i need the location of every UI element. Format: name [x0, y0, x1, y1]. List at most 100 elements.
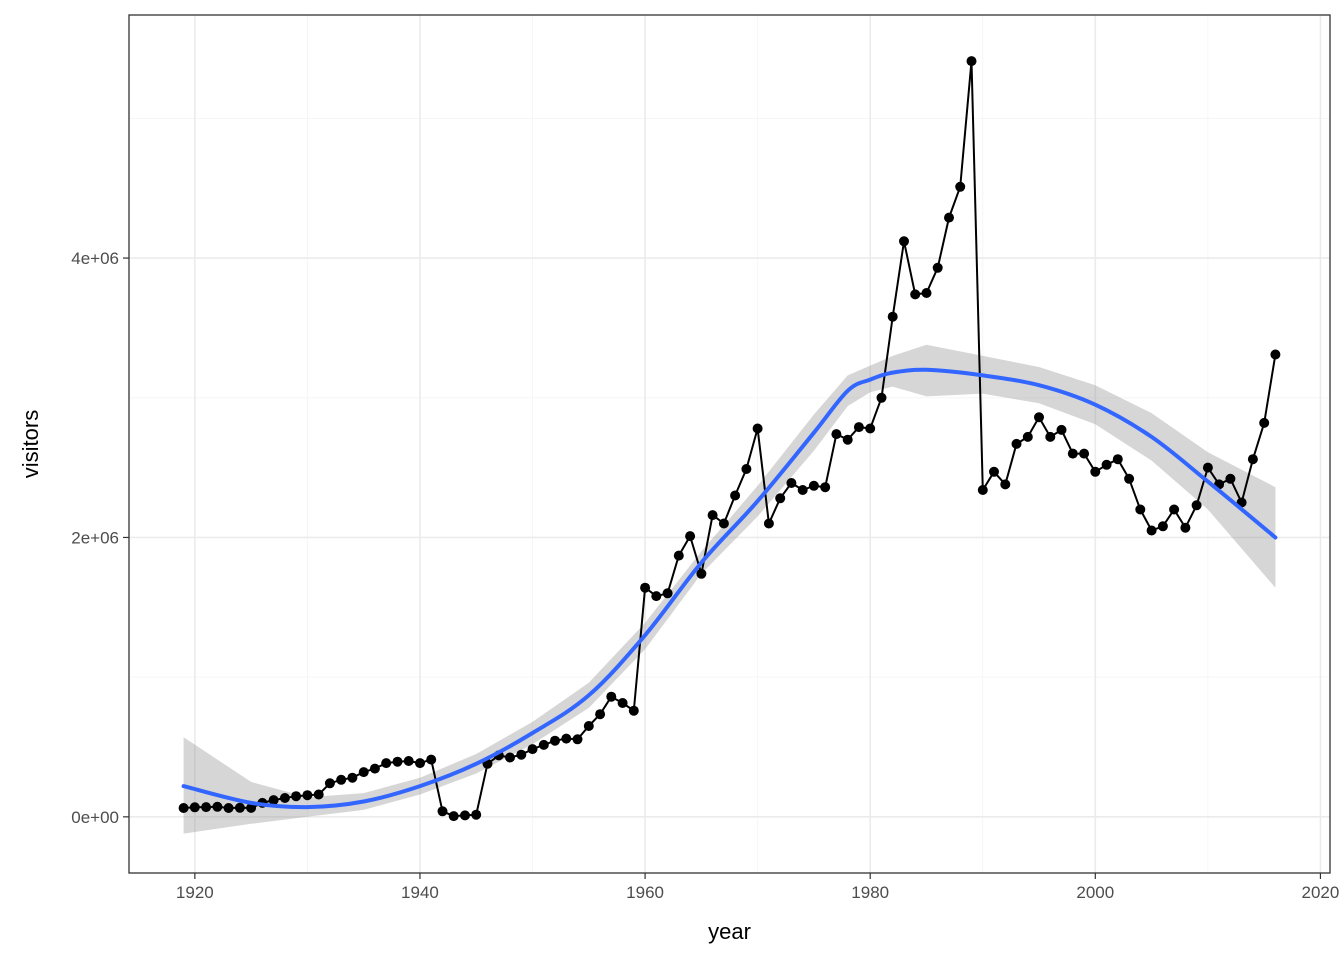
- x-tick-label: 1960: [626, 883, 664, 902]
- x-tick-label: 1940: [401, 883, 439, 902]
- data-point: [1225, 473, 1236, 484]
- data-point: [966, 56, 977, 67]
- data-point: [223, 803, 234, 813]
- data-point: [797, 485, 808, 495]
- major-gridlines: [129, 15, 1330, 873]
- data-point: [369, 763, 380, 774]
- data-point: [426, 754, 437, 765]
- data-point: [336, 774, 347, 785]
- panel-border: [128, 14, 1331, 874]
- data-point: [358, 767, 369, 778]
- data-point: [1090, 466, 1101, 477]
- data-point: [1270, 349, 1281, 360]
- data-point: [662, 588, 673, 599]
- data-point: [471, 809, 482, 820]
- data-point: [1045, 431, 1056, 442]
- data-point: [1191, 500, 1202, 511]
- data-point: [741, 464, 752, 474]
- data-point: [1022, 431, 1033, 442]
- data-point: [1202, 462, 1213, 473]
- data-point: [628, 705, 639, 716]
- data-point: [910, 289, 921, 300]
- data-point: [302, 790, 313, 801]
- data-point: [673, 550, 684, 561]
- data-point: [572, 734, 583, 745]
- data-point: [291, 791, 302, 802]
- data-point: [1146, 525, 1157, 536]
- data-point: [212, 801, 223, 812]
- smooth-trend-line: [181, 367, 1278, 810]
- data-point: [876, 392, 887, 403]
- x-tick-label: 1920: [176, 883, 214, 902]
- data-point: [381, 758, 392, 769]
- data-point: [1259, 417, 1270, 428]
- data-point: [1079, 448, 1090, 459]
- data-point-layer: [178, 56, 1281, 822]
- data-point: [505, 752, 515, 763]
- data-point: [1034, 412, 1044, 423]
- data-point: [1157, 521, 1168, 532]
- data-point: [606, 691, 617, 702]
- data-point: [189, 802, 200, 813]
- data-point: [448, 811, 459, 822]
- data-point: [550, 735, 560, 746]
- data-point: [763, 518, 774, 529]
- data-point: [786, 478, 797, 488]
- data-point: [685, 531, 696, 542]
- minor-gridlines: [129, 15, 1330, 873]
- data-point: [437, 806, 448, 817]
- data-point: [516, 749, 527, 760]
- data-point: [403, 756, 414, 766]
- data-point: [583, 721, 594, 731]
- y-tick-label: 4e+06: [71, 249, 119, 268]
- x-tick-label: 2000: [1076, 883, 1114, 902]
- data-point: [775, 493, 786, 504]
- data-point: [1180, 522, 1191, 533]
- data-point: [977, 485, 988, 495]
- data-point: [1169, 504, 1180, 515]
- data-point: [887, 311, 898, 322]
- data-point: [651, 591, 662, 602]
- data-point: [178, 803, 189, 813]
- y-axis-title: visitors: [18, 410, 43, 478]
- data-point: [899, 236, 909, 247]
- y-tick-label: 0e+00: [71, 808, 119, 827]
- data-point: [831, 429, 842, 440]
- data-point: [730, 490, 741, 501]
- panel-background: [129, 15, 1330, 873]
- data-point: [718, 518, 729, 529]
- data-point: [696, 568, 707, 579]
- data-point: [234, 802, 245, 813]
- data-point: [932, 262, 943, 273]
- data-point: [1101, 459, 1112, 470]
- data-point: [1247, 454, 1258, 465]
- data-point: [1135, 504, 1146, 515]
- data-point: [595, 709, 606, 720]
- data-point: [527, 744, 538, 755]
- data-point: [279, 793, 290, 803]
- data-point: [808, 480, 819, 491]
- y-tick-label: 2e+06: [71, 528, 119, 547]
- data-point: [865, 423, 876, 434]
- data-point: [921, 288, 932, 298]
- data-point: [1112, 454, 1123, 465]
- data-point: [1067, 448, 1078, 459]
- data-point: [268, 795, 279, 806]
- data-point: [640, 582, 651, 593]
- data-point: [1056, 424, 1067, 435]
- x-tick-label: 1980: [851, 883, 889, 902]
- data-point: [392, 756, 403, 767]
- data-point: [313, 789, 324, 800]
- data-point: [707, 510, 718, 521]
- data-point: [955, 181, 966, 192]
- data-point: [842, 434, 853, 445]
- data-point: [1011, 438, 1022, 449]
- data-point: [1000, 479, 1011, 490]
- data-point: [246, 802, 257, 813]
- data-point: [538, 739, 549, 750]
- data-point: [944, 212, 954, 223]
- x-axis-title: year: [708, 919, 751, 944]
- data-point: [617, 698, 628, 708]
- data-point: [561, 733, 572, 744]
